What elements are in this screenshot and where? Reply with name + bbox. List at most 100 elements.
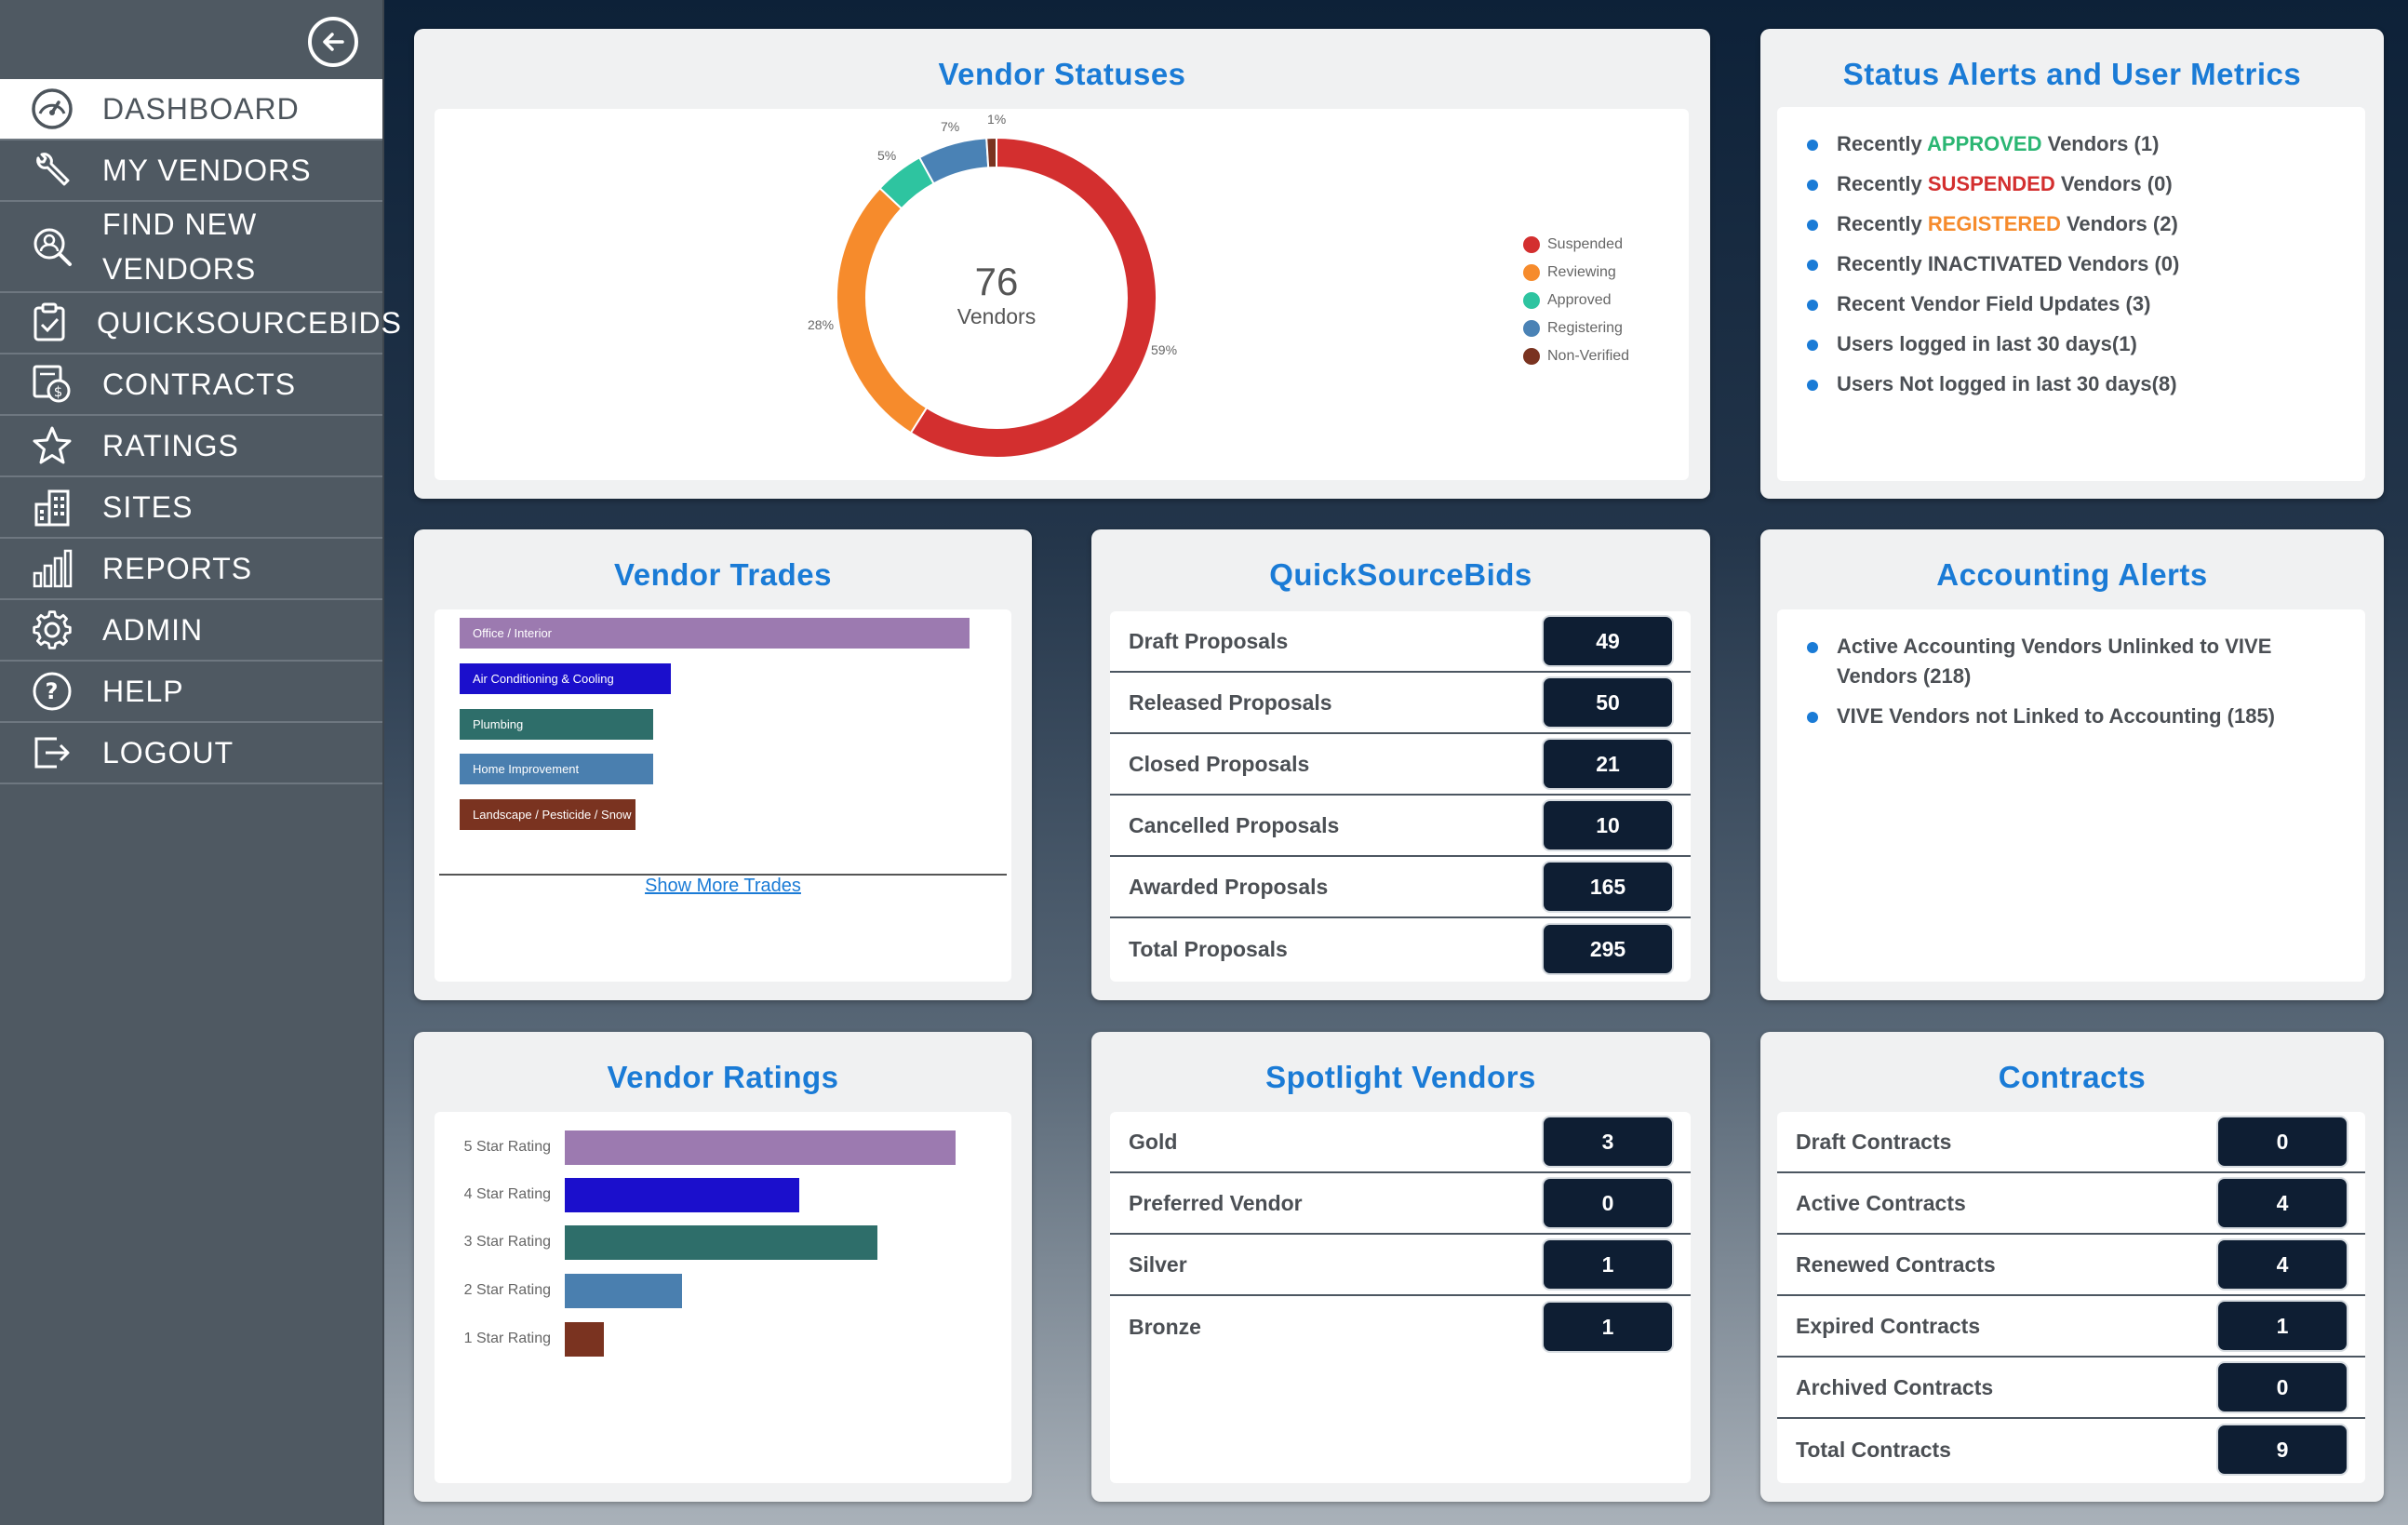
- count-badge[interactable]: 4: [2218, 1240, 2347, 1289]
- table-row[interactable]: Draft Proposals 49: [1110, 611, 1691, 673]
- svg-text:$: $: [54, 383, 64, 400]
- list-item[interactable]: Recently REGISTERED Vendors (2): [1798, 209, 2345, 239]
- collapse-sidebar-button[interactable]: [308, 17, 358, 67]
- dashboard-gauge-icon: [28, 85, 76, 133]
- count-badge[interactable]: 21: [1544, 740, 1672, 788]
- rating-bar-2-star[interactable]: [565, 1274, 682, 1308]
- list-item[interactable]: Recently APPROVED Vendors (1): [1798, 129, 2345, 159]
- sidebar-item-sites[interactable]: SITES: [0, 477, 382, 539]
- trade-label: Office / Interior: [473, 626, 553, 640]
- count-badge[interactable]: 3: [1544, 1117, 1672, 1166]
- table-row[interactable]: Draft Contracts 0: [1777, 1112, 2365, 1173]
- legend-dot: [1523, 264, 1540, 281]
- list-item[interactable]: VIVE Vendors not Linked to Accounting (1…: [1798, 702, 2345, 731]
- rating-bar-4-star[interactable]: [565, 1178, 799, 1212]
- table-row[interactable]: Archived Contracts 0: [1777, 1358, 2365, 1419]
- legend-item-reviewing[interactable]: Reviewing: [1523, 259, 1629, 287]
- count-badge[interactable]: 0: [1544, 1179, 1672, 1227]
- rating-bar-1-star[interactable]: [565, 1322, 604, 1357]
- table-row[interactable]: Closed Proposals 21: [1110, 734, 1691, 796]
- sidebar-item-logout[interactable]: LOGOUT: [0, 723, 382, 784]
- alert-status-highlight: SUSPENDED: [1927, 172, 2055, 195]
- list-item[interactable]: Recent Vendor Field Updates (3): [1798, 289, 2345, 319]
- table-row[interactable]: Released Proposals 50: [1110, 673, 1691, 734]
- sidebar-item-label: REPORTS: [102, 551, 253, 585]
- table-row[interactable]: Bronze 1: [1110, 1296, 1691, 1358]
- table-row[interactable]: Total Proposals 295: [1110, 918, 1691, 980]
- table-row[interactable]: Cancelled Proposals 10: [1110, 796, 1691, 857]
- slice-label-reviewing: 28%: [808, 317, 834, 332]
- count-badge[interactable]: 10: [1544, 801, 1672, 849]
- count-badge[interactable]: 4: [2218, 1179, 2347, 1227]
- sidebar-item-reports[interactable]: REPORTS: [0, 539, 382, 600]
- gear-icon: [28, 606, 76, 654]
- alert-text: Recently: [1837, 212, 1928, 235]
- count-badge[interactable]: 0: [2218, 1117, 2347, 1166]
- rating-label: 1 Star Rating: [463, 1331, 551, 1346]
- sidebar-item-ratings[interactable]: RATINGS: [0, 416, 382, 477]
- quicksourcebids-table: Draft Proposals 49 Released Proposals 50 Clo…: [1110, 611, 1691, 982]
- alert-status-highlight: APPROVED: [1927, 132, 2042, 155]
- trade-bar-plumbing[interactable]: Plumbing: [460, 709, 653, 740]
- alert-text: Recent Vendor Field Updates (3): [1837, 292, 2151, 315]
- bar-chart-icon: [28, 544, 76, 593]
- sidebar-item-label: MY VENDORS: [102, 153, 312, 187]
- list-item[interactable]: Active Accounting Vendors Unlinked to VI…: [1798, 632, 2281, 691]
- table-row[interactable]: Preferred Vendor 0: [1110, 1173, 1691, 1235]
- list-item[interactable]: Recently INACTIVATED Vendors (0): [1798, 249, 2345, 279]
- table-row[interactable]: Gold 3: [1110, 1112, 1691, 1173]
- table-row[interactable]: Active Contracts 4: [1777, 1173, 2365, 1235]
- sidebar-item-label: FIND NEW VENDORS: [102, 207, 258, 286]
- legend-item-registering[interactable]: Registering: [1523, 314, 1629, 342]
- list-item[interactable]: Users logged in last 30 days(1): [1798, 329, 2345, 359]
- alert-text: Recently: [1837, 132, 1928, 155]
- count-badge[interactable]: 1: [1544, 1303, 1672, 1351]
- sidebar-item-dashboard[interactable]: DASHBOARD: [0, 79, 382, 140]
- money-document-icon: $: [28, 360, 76, 408]
- table-row[interactable]: Awarded Proposals 165: [1110, 857, 1691, 918]
- count-badge[interactable]: 50: [1544, 678, 1672, 727]
- trade-bar-landscape[interactable]: Landscape / Pesticide / Snow: [460, 799, 635, 830]
- table-row[interactable]: Silver 1: [1110, 1235, 1691, 1296]
- status-alerts-list: Recently APPROVED Vendors (1) Recently SU…: [1798, 129, 2345, 399]
- legend-dot: [1523, 292, 1540, 309]
- sidebar-item-help[interactable]: ? HELP: [0, 662, 382, 723]
- rating-label: 5 Star Rating: [463, 1139, 551, 1155]
- legend-label: Non-Verified: [1547, 348, 1630, 364]
- list-item[interactable]: Users Not logged in last 30 days(8): [1798, 369, 2345, 399]
- legend-item-nonverified[interactable]: Non-Verified: [1523, 342, 1629, 370]
- sidebar-item-quicksourcebids[interactable]: QUICKSOURCEBIDS: [0, 293, 401, 354]
- sidebar-item-my-vendors[interactable]: MY VENDORS: [0, 140, 382, 202]
- legend-item-approved[interactable]: Approved: [1523, 287, 1629, 314]
- rating-bar-5-star[interactable]: [565, 1130, 956, 1165]
- donut-slice-reviewing[interactable]: [836, 186, 929, 435]
- trade-bar-office-interior[interactable]: Office / Interior: [460, 618, 970, 649]
- donut-slice-registering[interactable]: [917, 137, 990, 185]
- alert-text: Recently: [1837, 172, 1928, 195]
- count-badge[interactable]: 9: [2218, 1425, 2347, 1474]
- table-row[interactable]: Renewed Contracts 4: [1777, 1235, 2365, 1296]
- status-alerts-card: Status Alerts and User Metrics Recently …: [1760, 29, 2384, 499]
- list-item[interactable]: Recently SUSPENDED Vendors (0): [1798, 169, 2345, 199]
- rating-bar-3-star[interactable]: [565, 1225, 877, 1260]
- count-badge[interactable]: 295: [1544, 925, 1672, 973]
- donut-slice-suspended[interactable]: [909, 136, 1158, 459]
- sidebar-item-contracts[interactable]: $ CONTRACTS: [0, 354, 382, 416]
- count-badge[interactable]: 1: [2218, 1302, 2347, 1350]
- table-row[interactable]: Expired Contracts 1: [1777, 1296, 2365, 1358]
- trade-label: Landscape / Pesticide / Snow: [473, 808, 632, 822]
- count-badge[interactable]: 1: [1544, 1240, 1672, 1289]
- count-badge[interactable]: 165: [1544, 863, 1672, 911]
- sidebar-item-find-new-vendors[interactable]: FIND NEW VENDORS: [0, 202, 382, 293]
- count-badge[interactable]: 49: [1544, 617, 1672, 665]
- trade-bar-home-improvement[interactable]: Home Improvement: [460, 754, 653, 784]
- legend-item-suspended[interactable]: Suspended: [1523, 231, 1629, 259]
- sidebar-item-admin[interactable]: ADMIN: [0, 600, 382, 662]
- count-badge[interactable]: 0: [2218, 1363, 2347, 1411]
- rating-label: 2 Star Rating: [463, 1282, 551, 1298]
- trade-bar-air-conditioning[interactable]: Air Conditioning & Cooling: [460, 663, 671, 694]
- donut-slice-nonverified[interactable]: [985, 136, 997, 169]
- show-more-trades-link[interactable]: Show More Trades: [645, 876, 801, 896]
- table-row[interactable]: Total Contracts 9: [1777, 1419, 2365, 1480]
- legend-label: Registering: [1547, 320, 1623, 336]
